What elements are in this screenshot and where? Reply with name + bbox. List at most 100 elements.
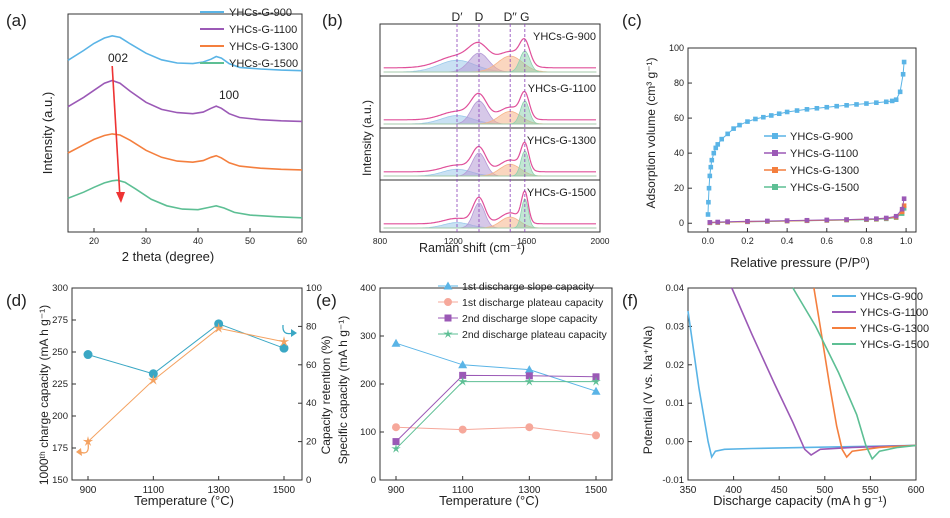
panel-d-ytick-right-label: 20 (306, 437, 317, 448)
panel-a-legend-label: YHCs-G-1500 (229, 58, 298, 70)
panel-b-xtick-label: 1200 (444, 236, 463, 246)
panel-a-series-line (67, 34, 303, 72)
panel-c-point (901, 196, 907, 202)
panel-d-ytick-label: 200 (52, 411, 68, 422)
panel-b-band-label: D′ (452, 10, 464, 24)
panel-c-point (814, 105, 820, 111)
panel-c-point (753, 116, 758, 122)
panel-d-point (213, 322, 224, 333)
panel-c-point (883, 215, 889, 221)
panel-b-label: (b) (322, 11, 343, 30)
panel-c-point (893, 213, 899, 219)
panel-c-point (804, 217, 810, 223)
panel-b-component-peak (383, 152, 597, 177)
panel-e-ytick-label: 0 (371, 475, 376, 486)
panel-a-label: (a) (6, 11, 27, 30)
panel-c-point (874, 100, 879, 105)
panel-d-frame (71, 287, 303, 481)
panel-c-point (864, 216, 869, 222)
panel-c-point (713, 145, 719, 151)
panel-c-point (889, 98, 895, 104)
panel-d-point (279, 343, 289, 353)
panel-f-ytick-label: 0.01 (666, 398, 685, 409)
panel-f-ytick-label: 0.03 (666, 321, 685, 332)
panel-e-ylabel: Specific capacity (mA h g⁻¹) (336, 316, 350, 464)
panel-a-shift-arrow (111, 65, 121, 199)
panel-c-point (731, 126, 736, 131)
panel-a-frame (67, 13, 303, 233)
panel-b-component-peak (383, 100, 597, 125)
panel-f-ytick-label: 0.02 (666, 360, 685, 371)
panel-c-point (705, 212, 711, 217)
panel-f-xtick-label: 400 (725, 485, 742, 496)
panel-d-plot: 900 1100 1300 1500 150 175 200 225 250 275 300 0 20 4… (52, 283, 322, 496)
panel-d-xtick-label: 1300 (208, 485, 231, 496)
panel-e-point (525, 423, 534, 432)
panel-e-ytick-label: 200 (360, 379, 376, 390)
panel-c-point (784, 218, 790, 223)
panel-c-plot: 0.0 0.2 0.4 0.6 0.8 1.0 0 20 40 60 80 100 (669, 43, 917, 246)
panel-c-ytick-label: 40 (674, 148, 684, 158)
panel-c-ytick-label: 20 (674, 183, 684, 193)
panel-d-point (278, 336, 290, 347)
panel-e-legend: 1st discharge slope capacity 1st discharg… (438, 281, 608, 341)
panel-c-legend-marker (772, 184, 778, 190)
panel-e-legend-marker (443, 329, 453, 338)
panel-a-annotation-100: 100 (219, 88, 239, 102)
panel-b-series-label: YHCs-G-1500 (527, 187, 596, 199)
panel-f-legend-label: YHCs-G-1500 (860, 339, 929, 351)
panel-c-point (900, 71, 906, 77)
panel-f: (f) Potential (V vs. Na⁺/Na) Discharge c… (622, 283, 929, 508)
panel-a-ylabel: Intensity (a.u.) (40, 92, 55, 174)
panel-c-series-line (707, 61, 905, 215)
panel-b-xtick-label: 1600 (517, 236, 536, 246)
panel-c-point (824, 104, 830, 110)
panel-f-legend-label: YHCs-G-1300 (860, 323, 929, 335)
panel-e-point (392, 423, 400, 432)
panel-c-legend-label: YHCs-G-1500 (790, 182, 859, 194)
panel-c-xtick-label: 0.4 (781, 236, 794, 246)
panel-d-ytick-right-label: 40 (306, 398, 317, 409)
panel-d-ytick-right-label: 60 (306, 360, 317, 371)
panel-d-ytick-label: 250 (52, 347, 68, 358)
panel-c-point (715, 219, 721, 225)
panel-c-point (899, 206, 905, 212)
panel-c-point (901, 203, 907, 209)
panel-e-point (524, 365, 534, 374)
panel-f-series-line (792, 287, 917, 461)
panel-b-xtick-label: 2000 (591, 236, 610, 246)
panel-a-legend-label: YHCs-G-900 (229, 7, 292, 19)
panel-c-point (834, 103, 839, 109)
panel-c-point (897, 89, 903, 95)
panel-e-point (524, 376, 535, 386)
panel-c-point (765, 218, 770, 224)
panel-e-series-line (395, 426, 597, 436)
panel-b-fit-envelope (383, 189, 596, 225)
panel-e-point (458, 425, 467, 434)
panel-a-xtick-label: 60 (297, 236, 307, 246)
panel-c-point (737, 122, 742, 128)
panel-d-ytick-label: 150 (52, 475, 68, 486)
panel-c-point (745, 219, 750, 224)
panel-f-series-line (687, 310, 917, 460)
panel-e-point (392, 438, 400, 446)
panel-a-xlabel: 2 theta (degree) (122, 249, 215, 264)
panel-c-xtick-label: 1.0 (900, 236, 913, 246)
panel-c-point (883, 99, 889, 105)
panel-e-ytick-label: 400 (360, 283, 376, 294)
panel-b-fit-envelope (383, 38, 596, 69)
panel-c-point (899, 209, 905, 215)
panel-e-xtick-label: 1100 (452, 485, 474, 496)
panel-e-xtick-label: 1300 (518, 485, 541, 496)
panel-f-legend-label: YHCs-G-900 (860, 291, 923, 303)
panel-a-legend-label: YHCs-G-1300 (229, 41, 298, 53)
panel-c-xtick-label: 0.6 (821, 236, 834, 246)
panel-a-legend-label: YHCs-G-1100 (229, 24, 297, 36)
panel-c-point (844, 217, 849, 222)
panel-a-series-line (67, 79, 303, 123)
panel-c-point (706, 199, 711, 205)
panel-e-legend-label: 1st discharge slope capacity (462, 281, 595, 293)
panel-e-legend-marker (444, 314, 452, 322)
panel-c-legend-marker (772, 150, 778, 156)
panel-d-point (82, 436, 94, 446)
